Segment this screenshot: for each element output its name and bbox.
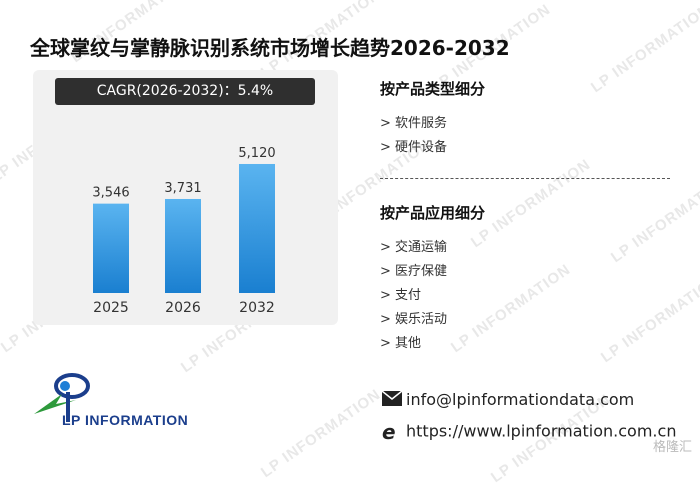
list-item: > 软件服务 (380, 116, 448, 131)
page-title: 全球掌纹与掌静脉识别系统市场增长趋势2026-2032 (30, 36, 510, 60)
bar-chart: 3,546 2025 3,731 2026 5,120 2032 (92, 146, 275, 316)
segment-application-heading: 按产品应用细分 (380, 204, 486, 222)
lp-information-logo (34, 373, 90, 422)
segment-type-heading: 按产品类型细分 (380, 80, 486, 98)
email-text: info@lpinformationdata.com (406, 390, 635, 409)
cagr-badge: CAGR(2026-2032)：5.4% (55, 78, 315, 105)
list-item: > 硬件设备 (380, 140, 448, 155)
data-label: 5,120 (238, 146, 275, 161)
bar-2032 (239, 163, 275, 293)
list-item: > 支付 (380, 288, 422, 303)
list-item: > 娱乐活动 (380, 312, 448, 327)
x-tick-label: 2032 (239, 300, 275, 316)
x-tick-label: 2026 (165, 300, 201, 316)
segment-application-list: > 交通运输 > 医疗保健 > 支付 > 娱乐活动 > 其他 (380, 236, 447, 356)
list-item: > 医疗保健 (380, 264, 448, 279)
data-label: 3,731 (164, 181, 201, 196)
list-item: > 其他 (380, 336, 422, 351)
watermark: LP INFORMATION (257, 385, 384, 482)
bar-2026 (165, 198, 201, 293)
bar-2025 (93, 203, 129, 293)
watermark: LP INFORMATION (607, 170, 700, 267)
watermark: LP INFORMATION (597, 270, 700, 367)
x-tick-label: 2025 (93, 300, 129, 316)
contact-website[interactable]: e https://www.lpinformation.com.cn (382, 420, 676, 444)
data-label: 3,546 (92, 186, 129, 201)
segment-type-list: > 软件服务 > 硬件设备 (380, 112, 447, 160)
corner-watermark: 格隆汇 (652, 440, 692, 455)
envelope-icon (381, 390, 403, 410)
watermark: LP INFORMATION (447, 260, 574, 357)
browser-e-icon: e (382, 420, 396, 444)
website-text: https://www.lpinformation.com.cn (406, 421, 677, 441)
watermark: LP INFORMATION (467, 155, 594, 252)
list-item: > 交通运输 (380, 240, 448, 255)
contact-email[interactable]: info@lpinformationdata.com (381, 390, 635, 410)
logo-text: LP INFORMATION (62, 412, 189, 428)
divider (380, 178, 670, 179)
